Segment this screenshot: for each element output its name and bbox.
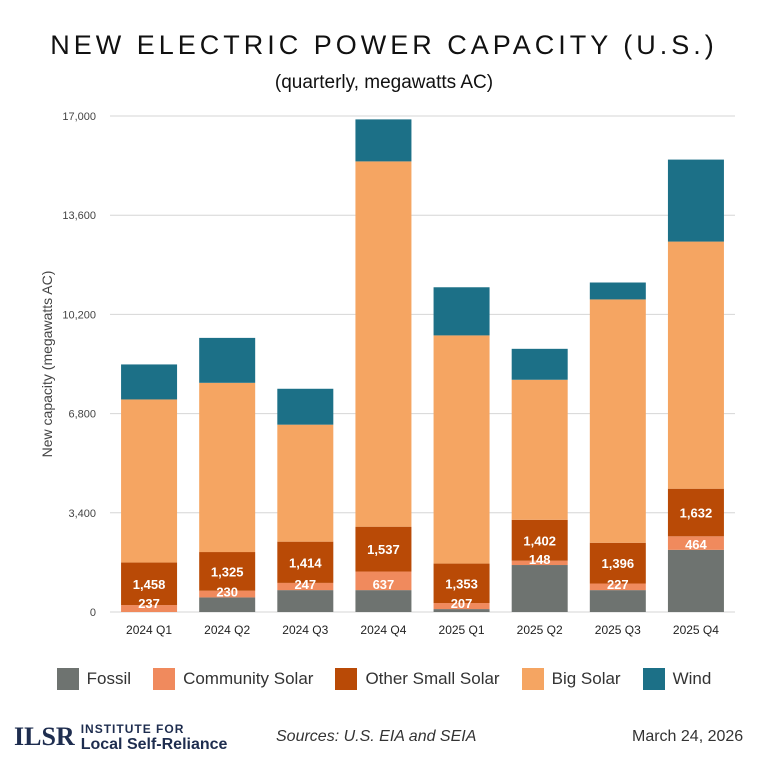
legend-swatch <box>56 668 79 690</box>
legend-label: Big Solar <box>551 669 621 688</box>
logo-line2: Local Self-Reliance <box>80 736 228 753</box>
bar-segment-big-solar <box>355 161 412 527</box>
bar-segment-other-small-solar <box>199 552 256 591</box>
legend-item: Wind <box>642 668 712 690</box>
legend-label: Fossil <box>86 669 132 688</box>
bar-segment-fossil <box>355 590 412 612</box>
ilsr-logo: ILSR INSTITUTE FOR Local Self-Reliance <box>14 722 228 753</box>
bar-segment-fossil <box>667 549 724 612</box>
chart-title: NEW ELECTRIC POWER CAPACITY (U.S.) <box>50 30 718 60</box>
y-tick-label: 3,400 <box>68 508 96 520</box>
chart-subtitle: (quarterly, megawatts AC) <box>274 72 494 93</box>
bar-segment-other-small-solar <box>433 563 490 604</box>
bar-segment-fossil <box>511 565 568 612</box>
legend-item: Fossil <box>56 668 132 690</box>
bar-segment-wind <box>589 282 646 300</box>
logo-line1: INSTITUTE FOR <box>80 722 185 736</box>
data-label-other-small-solar: 1,632 <box>680 506 713 521</box>
source-note: Sources: U.S. EIA and SEIA <box>276 728 477 745</box>
bar-segment-community-solar <box>355 571 412 591</box>
legend-label: Other Small Solar <box>365 669 500 688</box>
bar-segment-big-solar <box>511 379 568 520</box>
bar-segment-other-small-solar <box>277 541 334 583</box>
data-label-other-small-solar: 1,537 <box>367 542 400 557</box>
stacked-bar-chart: 0 3,400 6,800 10,200 13,600 17,000 New capacit… <box>39 111 735 637</box>
x-tick-label: 2025 Q3 <box>595 623 641 637</box>
bar-segment-other-small-solar <box>121 562 178 606</box>
bar-segment-other-small-solar <box>511 519 568 561</box>
logo-mark: ILSR <box>14 722 75 751</box>
data-label-other-small-solar: 1,396 <box>602 556 635 571</box>
x-tick-label: 2025 Q4 <box>673 623 719 637</box>
bar-segment-community-solar <box>667 536 724 550</box>
y-tick-label: 10,200 <box>62 309 96 321</box>
x-tick-label: 2025 Q1 <box>439 623 485 637</box>
bar-segment-big-solar <box>433 335 490 564</box>
bar-segment-big-solar <box>589 299 646 543</box>
data-label-other-small-solar: 1,353 <box>445 576 478 591</box>
data-label-community-solar: 227 <box>607 577 629 592</box>
bar-segment-community-solar <box>199 590 256 598</box>
bar-segment-fossil <box>589 590 646 612</box>
y-tick-label: 17,000 <box>62 111 96 123</box>
bar-segment-community-solar <box>589 583 646 591</box>
bar-segment-fossil <box>199 597 256 612</box>
legend-swatch <box>153 668 176 690</box>
legend-label: Wind <box>672 669 712 688</box>
bar-segment-wind <box>433 287 490 336</box>
bar-segment-big-solar <box>277 424 334 542</box>
date-note: March 24, 2026 <box>632 728 744 745</box>
bar-segment-big-solar <box>667 241 724 489</box>
y-tick-label: 13,600 <box>62 210 96 222</box>
x-tick-label: 2024 Q2 <box>204 623 250 637</box>
bar-segment-other-small-solar <box>589 542 646 584</box>
legend-swatch <box>642 668 665 690</box>
x-tick-label: 2025 Q2 <box>517 623 563 637</box>
bar-segment-wind <box>511 348 568 380</box>
bar-segment-fossil <box>277 590 334 612</box>
data-label-other-small-solar: 1,458 <box>133 577 166 592</box>
y-axis-label: New capacity (megawatts AC) <box>39 271 55 458</box>
bar-segment-community-solar <box>277 582 334 591</box>
x-tick-label: 2024 Q4 <box>360 623 406 637</box>
bar-segment-other-small-solar <box>667 488 724 537</box>
legend-item: Other Small Solar <box>335 668 500 690</box>
legend: Fossil Community Solar Other Small Solar Bi… <box>0 668 768 690</box>
legend-item: Community Solar <box>153 668 313 690</box>
bar-segment-wind <box>667 159 724 242</box>
data-label-community-solar: 148 <box>529 552 551 567</box>
legend-swatch <box>335 668 358 690</box>
x-tick-label: 2024 Q1 <box>126 623 172 637</box>
bar-segment-community-solar <box>433 603 490 610</box>
bar-segment-other-small-solar <box>355 526 412 572</box>
x-tick-label: 2024 Q3 <box>282 623 328 637</box>
bar-segment-wind <box>199 337 256 383</box>
data-label-community-solar: 207 <box>451 596 473 611</box>
bar-segment-big-solar <box>199 382 256 553</box>
data-label-community-solar: 247 <box>294 577 316 592</box>
legend-label: Community Solar <box>183 669 314 688</box>
data-label-other-small-solar: 1,325 <box>211 564 244 579</box>
data-label-other-small-solar: 1,414 <box>289 555 322 570</box>
y-tick-label: 0 <box>90 607 96 619</box>
y-tick-label: 6,800 <box>68 409 96 421</box>
bar-segment-big-solar <box>121 399 178 563</box>
legend-item: Big Solar <box>521 668 621 690</box>
data-label-other-small-solar: 1,402 <box>523 533 556 548</box>
legend-swatch <box>521 668 544 690</box>
data-label-community-solar: 237 <box>138 596 160 611</box>
bar-segment-wind <box>277 388 334 425</box>
bar-segment-wind <box>355 119 412 162</box>
data-label-community-solar: 464 <box>685 537 707 552</box>
bar-segment-wind <box>121 364 178 400</box>
bar-segment-community-solar <box>121 605 178 612</box>
data-label-community-solar: 637 <box>373 577 395 592</box>
bar-segment-community-solar <box>511 560 568 566</box>
bar-segment-fossil <box>433 609 490 612</box>
data-label-community-solar: 230 <box>216 584 238 599</box>
